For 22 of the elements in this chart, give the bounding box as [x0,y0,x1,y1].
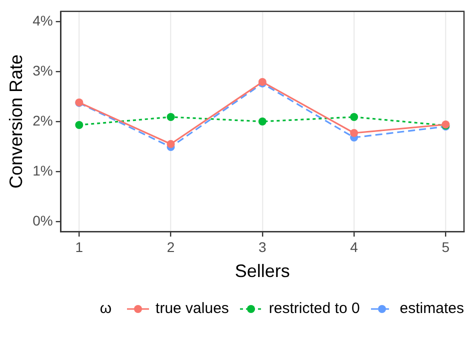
y-tick-label: 1% [32,162,53,178]
y-tick-label: 3% [32,62,53,78]
y-tick-label: 2% [32,112,53,128]
legend-label: restricted to 0 [268,300,360,317]
point [75,121,84,130]
x-tick-label: 3 [258,238,267,255]
y-tick-label: 0% [32,212,53,228]
legend-label: estimates [400,300,464,317]
legend-label: true values [156,300,229,317]
x-tick-label: 4 [350,238,358,255]
point [258,118,266,126]
x-axis-title: Sellers [234,261,290,282]
y-tick-label: 4% [32,12,53,28]
x-tick-label: 2 [166,238,175,255]
y-axis-title: Conversion Rate [6,54,26,189]
point [166,112,175,121]
point [350,129,358,138]
point [350,112,358,121]
x-tick-label: 5 [442,238,450,255]
x-tick-label: 1 [75,238,84,255]
legend-title: ω [100,300,112,317]
point [166,140,175,148]
